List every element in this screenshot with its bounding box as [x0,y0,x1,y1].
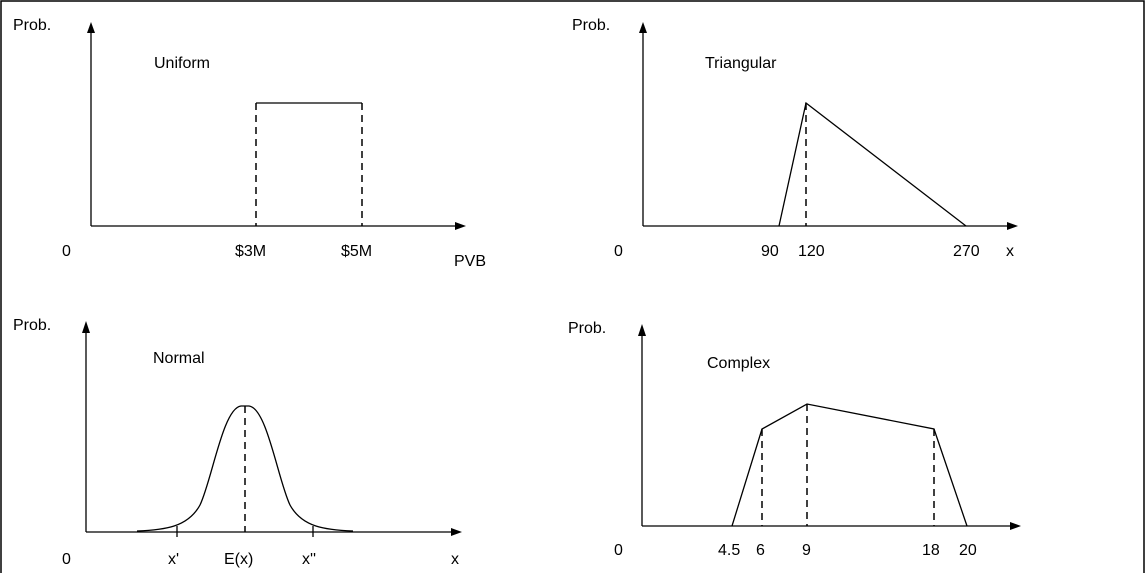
triangular-y-arrow-icon [639,22,647,33]
complex-curve [731,403,968,527]
normal-panel: Prob. 0 Normal x' E(x) x'' x [13,317,462,568]
uniform-tick-5m: $5M [341,243,372,260]
normal-tick-label-xprime: x' [168,551,179,568]
uniform-origin: 0 [62,243,71,260]
complex-x-arrow-icon [1010,522,1021,530]
triangular-origin: 0 [614,243,623,260]
triangular-x-arrow-icon [1007,222,1018,230]
triangular-ylabel: Prob. [572,17,610,34]
normal-x-arrow-icon [451,528,462,536]
triangular-tick-90: 90 [761,243,779,260]
triangular-tick-120: 120 [798,243,825,260]
complex-y-arrow-icon [638,324,646,336]
uniform-title: Uniform [154,55,210,72]
uniform-tick-3m: $3M [235,243,266,260]
triangular-tick-270: 270 [953,243,980,260]
complex-tick-9: 9 [802,542,811,559]
triangular-title: Triangular [705,55,777,72]
complex-origin: 0 [614,542,623,559]
complex-tick-4-5: 4.5 [718,542,740,559]
complex-title: Complex [707,355,770,372]
complex-tick-6: 6 [756,542,765,559]
normal-xlabel: x [451,551,459,568]
normal-y-arrow-icon [82,321,90,333]
uniform-xlabel: PVB [454,253,486,270]
normal-title: Normal [153,350,205,367]
uniform-ylabel: Prob. [13,17,51,34]
normal-ylabel: Prob. [13,317,51,334]
complex-tick-18: 18 [922,542,940,559]
complex-panel: Prob. 0 Complex 4.5 6 9 18 20 [568,320,1021,559]
triangular-curve [778,101,967,227]
complex-ylabel: Prob. [568,320,606,337]
triangular-panel: Prob. 0 Triangular 90 120 270 x [572,17,1018,260]
normal-tick-label-xdoubleprime: x'' [302,551,316,568]
normal-tick-label-mean: E(x) [224,551,253,568]
uniform-y-arrow-icon [87,22,95,33]
uniform-panel: Prob. 0 Uniform $3M $5M PVB [13,17,486,270]
complex-tick-20: 20 [959,542,977,559]
uniform-x-arrow-icon [455,222,466,230]
normal-origin: 0 [62,551,71,568]
triangular-xlabel: x [1006,243,1014,260]
